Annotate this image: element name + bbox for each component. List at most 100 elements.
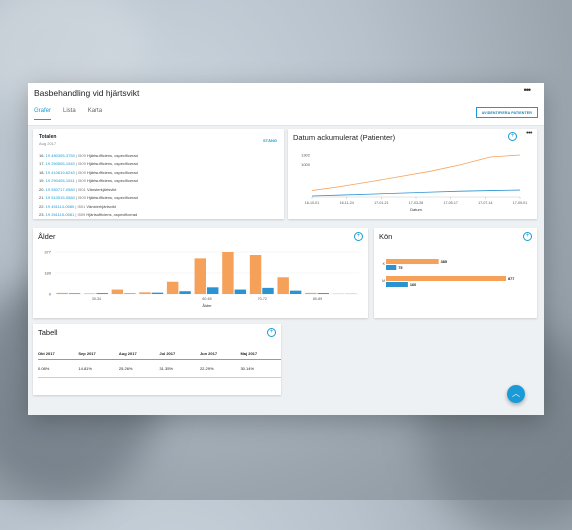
tab-karta[interactable]: Karta xyxy=(88,108,102,120)
x-axis-label: Datum xyxy=(410,207,422,212)
bar xyxy=(277,277,288,294)
y-tick-label: M xyxy=(382,279,385,283)
list-item[interactable]: 23. 19 261115-0581 | I509 Hjärtsufficien… xyxy=(39,211,138,219)
x-tick-label: 17-03-28 xyxy=(409,201,423,205)
y-tick-label: K xyxy=(383,262,386,266)
list-item[interactable]: 17. 19 250505-1540 | I509 Hjärtsufficien… xyxy=(39,160,138,168)
x-tick-label: 80-89 xyxy=(313,297,322,301)
diagnosis-text: Hjärtsufficiens, ospecificerad xyxy=(86,212,137,217)
bar xyxy=(386,265,396,270)
data-label: 385 xyxy=(441,260,447,264)
list-item[interactable]: 22. 19 451114-0580 | I501 Vänsterhjärtsv… xyxy=(39,203,138,211)
x-tick-label: 70-72 xyxy=(258,297,267,301)
tab-bar: Grafer Lista Karta xyxy=(34,108,102,120)
bar xyxy=(386,276,506,281)
patient-id-link[interactable]: 19 261115-0581 xyxy=(46,212,75,217)
close-button[interactable]: STÄNG xyxy=(263,138,277,143)
patient-id-link[interactable]: 19 290405-1541 xyxy=(46,178,75,183)
table-cell: 31.35% xyxy=(159,360,200,378)
patient-list: 16. 19 480305-3750 | I509 Hjärtsufficien… xyxy=(39,152,138,219)
header: Basbehandling vid hjärtsvikt ••• Grafer … xyxy=(28,83,544,126)
bar xyxy=(112,290,123,294)
table-header: Sep 2017 xyxy=(78,348,119,360)
y-tick-label: 0 xyxy=(49,292,52,297)
bar xyxy=(235,290,246,294)
x-tick-label: 30-34 xyxy=(92,297,101,301)
patient-id-link[interactable]: 19 410619-6240 xyxy=(46,170,75,175)
data-label: 75 xyxy=(398,266,402,270)
table-header: Maj 2017 xyxy=(240,348,281,360)
totalen-subtitle: Aug 2017 xyxy=(39,141,56,146)
bar xyxy=(84,293,95,294)
bar xyxy=(318,293,329,294)
list-item[interactable]: 21. 19 510515-0580 | I509 Hjärtsufficien… xyxy=(39,194,138,202)
diagnosis-text: Hjärtsufficiens, ospecificerad xyxy=(87,195,138,200)
row-number: 23. xyxy=(39,212,46,217)
diagnosis-code: | I501 xyxy=(75,187,87,192)
x-tick-label: 17-09-01 xyxy=(513,201,527,205)
diagnosis-text: Hjärtsufficiens, ospecificerad xyxy=(87,161,138,166)
x-axis-label: Ålder xyxy=(202,303,212,308)
diagnosis-code: | I509 xyxy=(75,161,87,166)
tab-grafer[interactable]: Grafer xyxy=(34,108,51,120)
totalen-title: Totalen xyxy=(39,134,56,140)
list-item[interactable]: 20. 19 550717-0580 | I501 Vänsterkjärtsv… xyxy=(39,186,138,194)
x-tick-label: 17-07-14 xyxy=(478,201,492,205)
row-number: 20. xyxy=(39,187,46,192)
more-icon[interactable]: ••• xyxy=(524,85,530,95)
table-header: Jul 2017 xyxy=(159,348,200,360)
bar xyxy=(195,258,206,294)
bar xyxy=(386,282,408,287)
table-header: Okt 2017 xyxy=(38,348,78,360)
patient-id-link[interactable]: 19 451114-0580 xyxy=(46,204,75,209)
row-number: 18. xyxy=(39,170,46,175)
diagnosis-code: | I509 xyxy=(75,178,87,183)
x-tick-label: 17-01-21 xyxy=(374,201,388,205)
list-item[interactable]: 16. 19 480305-3750 | I509 Hjärtsufficien… xyxy=(39,152,138,160)
patient-id-link[interactable]: 19 510515-0580 xyxy=(46,195,75,200)
patient-id-link[interactable]: 19 480305-3750 xyxy=(46,153,75,158)
chevron-up-icon[interactable]: ︿ xyxy=(507,385,525,403)
table-row: 0.08%14.81%25.26%31.35%22.29%30.14% xyxy=(38,360,281,378)
x-tick-label: 16-10-01 xyxy=(305,201,319,205)
bar xyxy=(139,292,150,294)
x-tick-label: 17-05-17 xyxy=(443,201,457,205)
x-tick-label: 16-11-24 xyxy=(340,201,354,205)
patient-id-link[interactable]: 19 550717-0580 xyxy=(46,187,75,192)
series-line-1 xyxy=(312,190,520,196)
y-tick-label: 1302 xyxy=(301,153,311,158)
diagnosis-text: Hjärtsufficiens, ospecificerad xyxy=(87,178,138,183)
diagnosis-text: Hjärtsufficiens, ospecificerad xyxy=(87,153,138,158)
plus-circle-icon[interactable]: + xyxy=(267,328,276,337)
series-line-0 xyxy=(312,155,520,191)
list-item[interactable]: 18. 19 410619-6240 | I509 Hjärtsufficien… xyxy=(39,169,138,177)
table-header: Jun 2017 xyxy=(200,348,241,360)
bar xyxy=(262,288,273,294)
bar xyxy=(305,293,316,294)
bar xyxy=(96,293,107,294)
anonymize-patients-button[interactable]: AVIDENTIFIERA PATIENTER xyxy=(476,107,538,118)
diagnosis-code: | I509 xyxy=(74,212,86,217)
list-item[interactable]: 19. 19 290405-1541 | I509 Hjärtsufficien… xyxy=(39,177,138,185)
table-cell: 0.08% xyxy=(38,360,78,378)
row-number: 22. xyxy=(39,204,46,209)
bar xyxy=(250,255,261,294)
diagnosis-code: | I509 xyxy=(75,195,87,200)
table-cell: 25.26% xyxy=(119,360,160,378)
row-number: 16. xyxy=(39,153,46,158)
bar xyxy=(179,291,190,294)
tab-lista[interactable]: Lista xyxy=(63,108,76,120)
bar xyxy=(386,259,439,264)
diagnosis-code: | I501 xyxy=(74,204,86,209)
datum-card: Datum ackumulerat (Patienter) + ••• 1000… xyxy=(288,129,537,219)
table-cell: 14.81% xyxy=(78,360,119,378)
data-label: 160 xyxy=(410,283,416,287)
patient-id-link[interactable]: 19 250505-1540 xyxy=(46,161,75,166)
bar xyxy=(167,282,178,294)
bar xyxy=(222,252,233,294)
bar xyxy=(152,293,163,294)
